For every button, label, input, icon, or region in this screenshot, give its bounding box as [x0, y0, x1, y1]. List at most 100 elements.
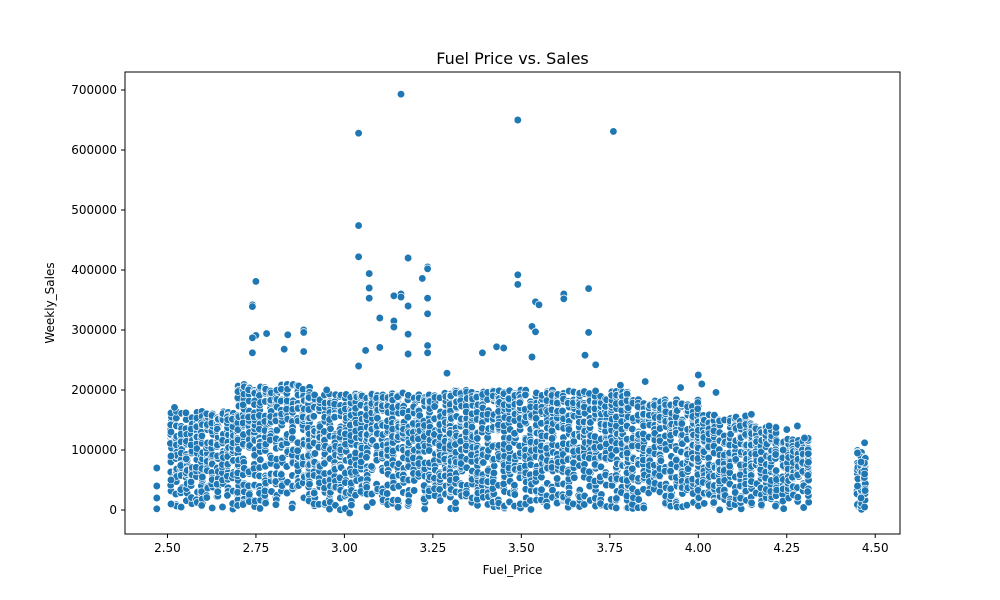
data-point	[580, 500, 589, 509]
x-axis-label: Fuel_Price	[483, 563, 543, 577]
data-point	[152, 504, 161, 513]
y-tick-label: 500000	[71, 203, 117, 217]
y-tick-label: 0	[109, 503, 117, 517]
data-point	[368, 436, 377, 445]
data-point	[152, 463, 161, 473]
data-point	[526, 505, 536, 514]
data-point	[404, 497, 413, 506]
data-point	[747, 498, 756, 508]
data-point	[510, 429, 519, 438]
data-point	[403, 253, 413, 263]
data-point	[534, 300, 544, 309]
data-point	[389, 322, 399, 332]
data-point	[591, 386, 600, 396]
data-point	[456, 459, 466, 468]
y-axis: 0 100000 200000 300000 400000 500000 600000 700…	[71, 83, 125, 517]
data-point	[531, 327, 540, 336]
data-point	[208, 503, 217, 513]
data-point	[299, 328, 308, 337]
data-point	[513, 115, 522, 125]
data-point	[409, 486, 419, 495]
x-tick-label: 4.50	[862, 541, 889, 555]
data-point	[354, 221, 363, 230]
data-point	[570, 473, 579, 482]
data-point	[310, 488, 319, 498]
data-point	[282, 488, 292, 498]
data-point	[166, 451, 176, 461]
data-point	[170, 403, 179, 412]
data-point	[860, 469, 869, 479]
data-point	[288, 427, 297, 436]
data-point	[278, 453, 287, 463]
data-point	[176, 502, 186, 512]
data-point	[261, 498, 270, 508]
data-point	[564, 425, 574, 434]
data-point	[152, 493, 161, 503]
data-point	[510, 490, 519, 499]
data-point	[310, 390, 319, 400]
y-tick-label: 300000	[71, 323, 117, 337]
data-point	[393, 496, 402, 505]
data-point	[181, 408, 191, 417]
data-point	[666, 491, 676, 501]
data-point	[418, 274, 427, 283]
data-point	[793, 493, 802, 502]
data-point	[661, 445, 671, 454]
data-point	[365, 283, 374, 293]
data-point	[612, 503, 621, 513]
data-point	[793, 421, 802, 431]
data-point	[580, 351, 590, 360]
data-point	[218, 502, 227, 512]
data-point	[860, 502, 869, 512]
data-point	[367, 462, 376, 471]
data-point	[531, 414, 541, 423]
data-point	[782, 425, 791, 434]
data-point	[709, 498, 718, 507]
data-point	[700, 499, 709, 508]
data-point	[197, 501, 206, 510]
data-point	[415, 411, 424, 420]
data-point	[280, 345, 289, 354]
data-point	[623, 448, 632, 458]
data-point	[198, 472, 207, 482]
data-point	[213, 487, 222, 496]
data-point	[693, 404, 702, 413]
data-point	[245, 490, 254, 499]
data-point	[305, 480, 314, 489]
data-point	[248, 302, 257, 311]
data-point	[365, 269, 374, 278]
data-point	[423, 348, 432, 357]
data-point	[666, 467, 675, 476]
data-point	[368, 498, 377, 507]
data-point	[442, 369, 452, 378]
data-point	[310, 449, 320, 458]
data-point	[256, 455, 265, 464]
data-point	[591, 360, 600, 369]
data-point	[639, 503, 648, 513]
data-point	[436, 496, 445, 505]
data-point	[677, 419, 686, 428]
data-point	[537, 485, 546, 494]
data-point	[552, 474, 562, 483]
data-point	[694, 370, 703, 380]
x-tick-label: 4.00	[685, 541, 712, 555]
data-point	[492, 342, 501, 351]
data-point	[584, 284, 593, 293]
data-point	[223, 491, 232, 500]
data-point	[287, 503, 297, 512]
data-point	[504, 443, 514, 452]
data-point	[634, 495, 643, 504]
data-point	[277, 470, 286, 479]
data-point	[510, 481, 519, 490]
data-point	[803, 487, 812, 496]
data-point	[656, 456, 666, 465]
data-point	[515, 398, 524, 407]
data-point	[347, 500, 356, 510]
y-tick-label: 600000	[71, 143, 117, 157]
data-point	[803, 471, 813, 480]
data-point	[423, 294, 432, 303]
data-point	[299, 347, 308, 356]
data-point	[430, 402, 439, 411]
x-tick-label: 3.75	[596, 541, 623, 555]
